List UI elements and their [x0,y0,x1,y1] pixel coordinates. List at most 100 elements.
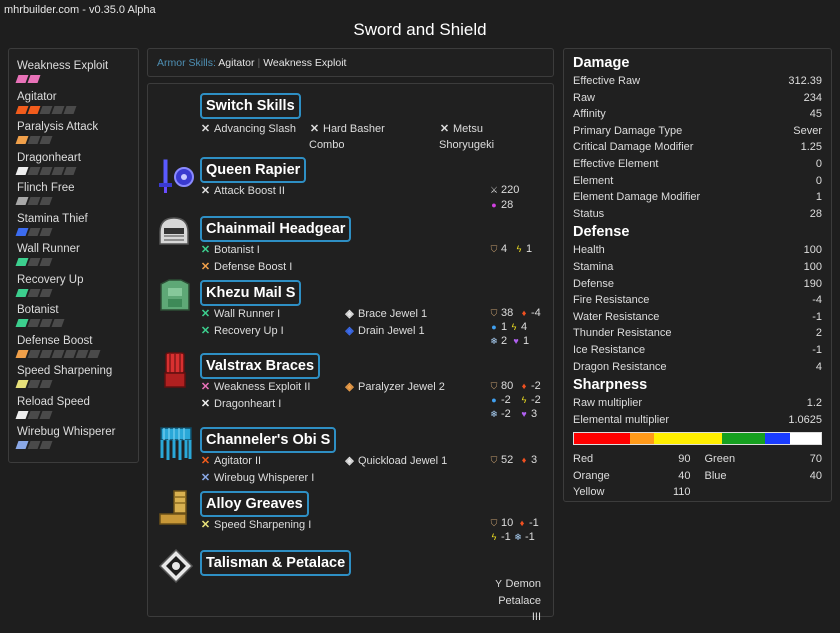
stat-value: 28 [809,207,822,220]
skill-level-pip [39,349,53,358]
skill-level-pips [15,441,130,449]
switch-skill-metsu-shoryugeki[interactable]: ✕ Metsu Shoryugeki [439,123,495,151]
waist-jewel-1[interactable]: ◈ Quickload Jewel 1 [345,455,448,467]
skill-level-pip [39,105,53,114]
skill-level-pip [15,166,29,175]
skill-level-pip [39,197,53,205]
skill-summary-name: Weakness Exploit [17,60,109,72]
weapon-paralysis-stat: ● 28 [489,199,513,212]
skill-summary-item: Speed Sharpening [15,364,130,395]
stat-row: Fire Resistance -4 [573,292,822,309]
stat-label: Health [573,244,605,257]
skill-level-pip [15,441,29,449]
chest-jewel-1[interactable]: ◈ Brace Jewel 1 [345,308,428,320]
stat-row: Element 0 [573,173,822,190]
skill-summary-name: Dragonheart [17,151,81,164]
defense-section-title: Defense [573,224,630,241]
weapon-slot-button[interactable]: Queen Rapier [200,157,307,183]
stat-row: Water Resistance -1 [573,309,822,326]
arms-slot-button[interactable]: Valstrax Braces [200,353,321,379]
switch-skills-button[interactable]: Switch Skills [200,93,301,119]
skill-summary-name: Wall Runner [17,243,80,255]
skill-summary-item: Reload Speed [15,395,130,426]
jewel-icon: ◈ [345,381,354,393]
chest-jewel-2[interactable]: ◈ Drain Jewel 1 [345,325,425,337]
skill-summary-item: Wall Runner [15,242,130,273]
helmet-icon [159,217,189,245]
skill-level-pip [63,166,77,175]
waist-slot-button[interactable]: Channeler's Obi S [200,427,337,453]
skill-level-pip [63,349,77,358]
skill-level-pip [39,380,53,388]
stat-label: Green [704,453,736,466]
chest-skill-2: ✕ Recovery Up I [200,325,284,337]
skill-level-pips [15,349,130,358]
skill-level-pip [15,349,29,358]
skill-level-pip [87,349,101,358]
defense-icon: ⛉ [490,455,498,465]
skill-level-pips [15,105,130,114]
skill-level-pips [15,258,130,266]
skill-summary-item: Stamina Thief [15,212,130,243]
skill-level-pip [63,105,77,114]
sharpness-section-title: Sharpness [573,377,648,394]
skill-level-pip [27,75,41,83]
switch-skill-advancing-slash[interactable]: ✕ Advancing Slash [200,123,296,135]
skills-summary-panel: Weakness Exploit Agitator Paralysis Attack… [8,48,139,463]
stat-label: Dragon Resistance [573,360,667,373]
skill-level-pip [27,349,41,358]
ice-icon: ❄ [514,532,522,542]
skill-summary-item: Botanist [15,303,130,334]
stat-row: Stamina 100 [573,259,822,276]
skill-level-pip [27,136,41,144]
sharpness-empty [790,433,821,445]
stat-label: Affinity [573,108,606,121]
head-skill-1: ✕ Botanist I [200,244,260,256]
skill-summary-name: Botanist [17,304,59,316]
arms-jewel-1[interactable]: ◈ Paralyzer Jewel 2 [345,381,445,393]
defense-icon: ⛉ [490,308,498,318]
skill-level-pip [39,410,53,419]
stat-value: 1.25 [800,141,822,154]
talisman-slot-button[interactable]: Talisman & Petalace [200,550,352,576]
sharpness-bar [573,432,822,446]
head-slot-button[interactable]: Chainmail Headgear [200,216,352,242]
armor-skill-weakness-exploit: Weakness Exploit [263,57,347,69]
arms-ice-stat: ❄ -2 [490,408,511,420]
skill-summary-name: Flinch Free [17,182,75,194]
switch-skill-hard-basher[interactable]: ✕ Hard Basher Combo [309,123,385,151]
skill-x-icon: ✕ [200,455,211,467]
stat-row: Raw multiplier 1.2 [573,395,822,412]
skill-level-pip [51,166,65,175]
stat-value: 40 [809,469,822,482]
skill-x-icon: ✕ [200,381,211,393]
chest-ice-stat: ❄ 2 [490,335,508,347]
skill-summary-item: Dragonheart [15,151,130,182]
stat-label: Effective Raw [573,75,641,87]
armor-skills-label: Armor Skills: [157,57,216,69]
stat-label: Stamina [573,260,614,273]
skill-summary-item: Weakness Exploit [15,59,130,90]
water-icon: ● [491,395,497,405]
chest-slot-button[interactable]: Khezu Mail S [200,280,302,306]
stat-row: Red 90 [573,451,691,468]
stat-label: Element [573,174,614,187]
stat-value: 90 [678,453,691,466]
skill-level-pip [39,441,53,449]
skill-level-pip [27,441,41,449]
skill-x-icon: ✕ [200,308,211,320]
stat-value: 100 [803,244,822,257]
stat-label: Defense [573,277,614,290]
page-title: Sword and Shield [353,20,487,39]
stat-row: Thunder Resistance 2 [573,325,822,342]
stat-value: -1 [812,343,822,356]
stat-value: 110 [672,486,691,499]
skill-summary-name: Defense Boost [17,334,93,347]
skill-x-icon: ✕ [439,123,450,135]
stat-row: Primary Damage Type Sever [573,123,822,140]
chest-dragon-stat: ♥ 1 [511,335,529,348]
legs-slot-button[interactable]: Alloy Greaves [200,491,309,517]
skill-x-icon: ✕ [200,261,211,273]
chest-skill-1: ✕ Wall Runner I [200,308,281,320]
arms-thunder-stat: ϟ -2 [519,394,541,407]
